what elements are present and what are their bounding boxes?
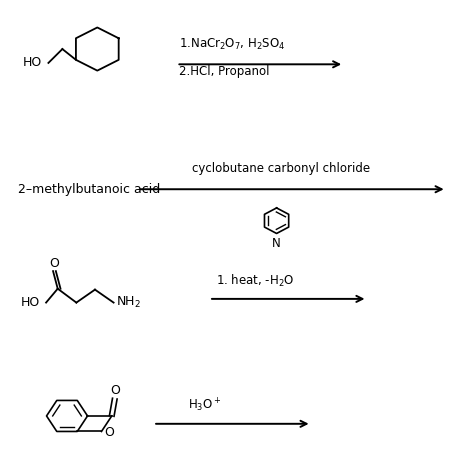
Text: cyclobutane carbonyl chloride: cyclobutane carbonyl chloride bbox=[192, 162, 370, 175]
Text: H$_3$O$^+$: H$_3$O$^+$ bbox=[188, 396, 222, 414]
Text: O: O bbox=[49, 257, 59, 270]
Text: 1. heat, -H$_2$O: 1. heat, -H$_2$O bbox=[216, 273, 294, 289]
Text: 2–methylbutanoic acid: 2–methylbutanoic acid bbox=[18, 183, 160, 196]
Text: N: N bbox=[272, 237, 281, 250]
Text: HO: HO bbox=[20, 296, 40, 309]
Text: O: O bbox=[104, 426, 114, 439]
Text: 2.HCl, Propanol: 2.HCl, Propanol bbox=[179, 65, 269, 78]
Text: 1.NaCr$_2$O$_7$, H$_2$SO$_4$: 1.NaCr$_2$O$_7$, H$_2$SO$_4$ bbox=[179, 37, 285, 52]
Text: HO: HO bbox=[23, 57, 42, 69]
Text: NH$_2$: NH$_2$ bbox=[116, 295, 141, 310]
Text: O: O bbox=[110, 384, 120, 397]
